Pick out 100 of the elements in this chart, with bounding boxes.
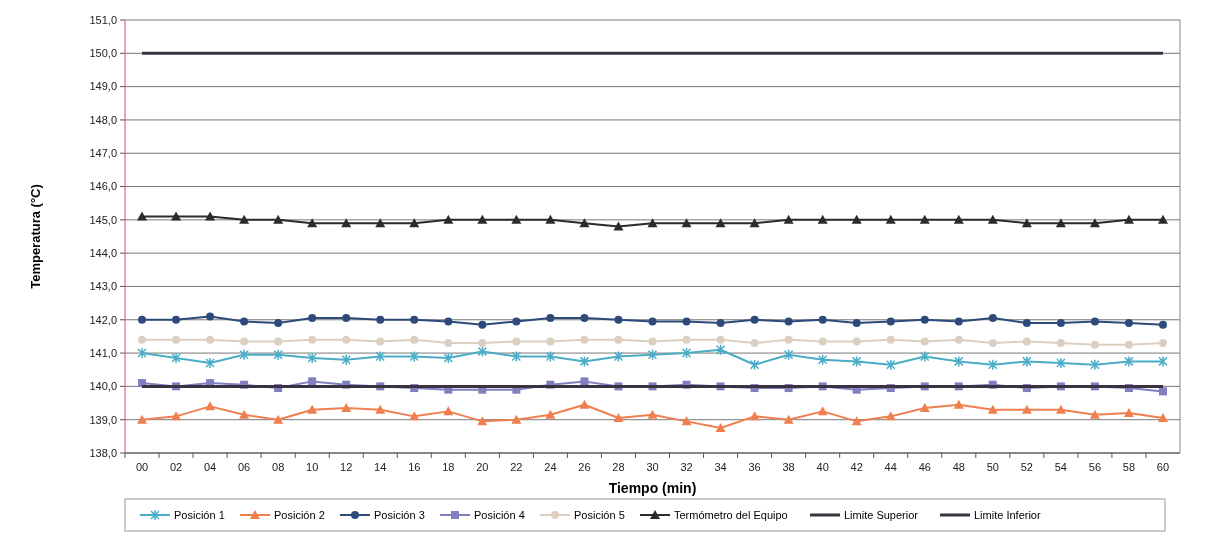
- point: [1158, 320, 1167, 329]
- point: [545, 214, 556, 224]
- point: [783, 214, 794, 224]
- point: [409, 218, 420, 228]
- point: [409, 411, 420, 421]
- point: [409, 350, 420, 363]
- x-tick-label: 18: [442, 461, 455, 473]
- point: [987, 404, 998, 414]
- point: [681, 347, 692, 359]
- y-tick-label: 146,0: [89, 180, 117, 193]
- point: [647, 409, 658, 419]
- point: [885, 411, 896, 421]
- point: [988, 358, 998, 371]
- point: [647, 218, 658, 228]
- point: [443, 406, 454, 416]
- point: [171, 352, 181, 364]
- point: [1158, 355, 1168, 368]
- point: [817, 353, 828, 366]
- point: [750, 315, 759, 324]
- point: [273, 214, 284, 224]
- point: [205, 401, 216, 411]
- point: [1055, 218, 1066, 228]
- point: [1090, 340, 1099, 349]
- point: [444, 317, 453, 326]
- point: [920, 350, 930, 363]
- point: [1055, 404, 1066, 414]
- point: [239, 348, 249, 361]
- point: [613, 221, 624, 231]
- y-tick-label: 138,0: [89, 446, 117, 459]
- point: [784, 335, 793, 344]
- point: [1022, 355, 1032, 368]
- point: [1158, 339, 1167, 348]
- point: [885, 214, 896, 224]
- legend-label: Posición 1: [174, 508, 225, 521]
- point: [987, 214, 998, 224]
- point: [545, 350, 556, 363]
- point: [341, 353, 351, 366]
- point: [580, 377, 589, 386]
- point: [206, 312, 215, 321]
- point: [375, 218, 386, 228]
- x-tick-label: 46: [918, 461, 931, 473]
- point: [886, 335, 895, 344]
- x-tick-label: 04: [203, 461, 217, 473]
- point: [954, 317, 963, 326]
- point: [613, 350, 624, 363]
- legend-label: Limite Superior: [844, 508, 919, 521]
- legend-label: Posición 5: [574, 508, 625, 521]
- point: [852, 337, 861, 346]
- point: [477, 214, 488, 224]
- point: [137, 211, 148, 221]
- x-tick-label: 00: [135, 461, 149, 473]
- point: [1089, 218, 1100, 228]
- y-tick-label: 151,0: [89, 13, 117, 26]
- point: [546, 337, 555, 346]
- point: [206, 335, 215, 344]
- point: [342, 314, 351, 323]
- x-tick-label: 36: [748, 461, 761, 473]
- point: [852, 319, 861, 328]
- y-tick-label: 139,0: [89, 413, 117, 426]
- x-tick-label: 52: [1020, 461, 1033, 473]
- x-tick-label: 40: [816, 461, 829, 473]
- point: [817, 214, 828, 224]
- x-tick-label: 02: [169, 461, 183, 473]
- y-tick-label: 141,0: [89, 346, 117, 359]
- y-axis-title: Temperatura (°C): [28, 184, 43, 289]
- legend-label: Limite Inferior: [974, 508, 1041, 521]
- point: [376, 315, 385, 324]
- point: [444, 339, 453, 348]
- point: [919, 214, 930, 224]
- point: [478, 320, 487, 329]
- point: [954, 335, 963, 344]
- point: [1056, 357, 1066, 369]
- point: [171, 211, 182, 221]
- point: [920, 337, 929, 346]
- point: [137, 347, 147, 359]
- point: [511, 350, 522, 363]
- x-tick-label: 54: [1054, 461, 1068, 473]
- point: [1089, 409, 1100, 419]
- point: [682, 335, 691, 344]
- point: [614, 335, 623, 344]
- x-tick-label: 20: [476, 461, 489, 473]
- x-tick-label: 48: [952, 461, 965, 473]
- point: [682, 317, 691, 326]
- point: [443, 352, 454, 364]
- x-tick-label: 56: [1088, 461, 1102, 473]
- x-tick-label: 30: [646, 461, 659, 473]
- point: [307, 218, 318, 228]
- point: [410, 335, 419, 344]
- point: [851, 355, 862, 368]
- point: [954, 355, 964, 368]
- y-tick-label: 144,0: [89, 247, 117, 259]
- point: [443, 214, 454, 224]
- point: [749, 411, 760, 421]
- point: [1056, 319, 1065, 328]
- point: [1022, 319, 1031, 328]
- point: [1021, 218, 1032, 228]
- y-tick-label: 143,0: [89, 280, 117, 293]
- x-tick-label: 26: [578, 461, 591, 473]
- point: [818, 315, 827, 324]
- point: [512, 317, 521, 326]
